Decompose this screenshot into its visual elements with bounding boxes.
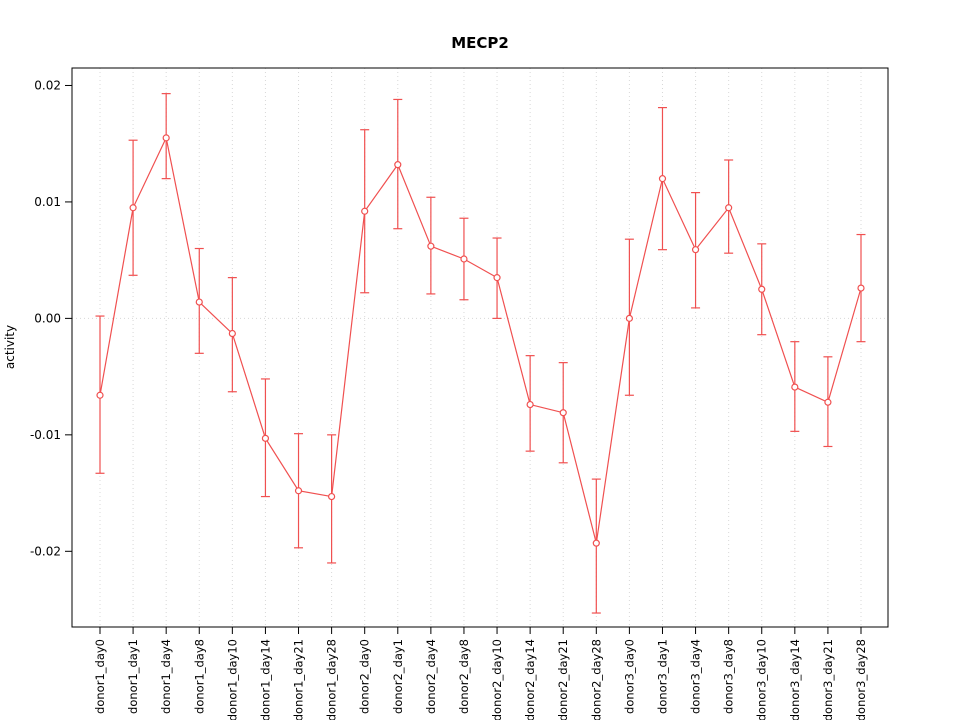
x-tick-label: donor3_day8: [722, 639, 736, 714]
data-point: [129, 204, 137, 212]
x-tick-label: donor3_day4: [689, 639, 703, 714]
data-point: [228, 329, 236, 338]
x-tick-label: donor2_day4: [424, 639, 438, 714]
x-tick-label: donor1_day14: [258, 639, 272, 720]
y-tick-label: 0.01: [34, 195, 61, 209]
x-tick-label: donor1_day21: [292, 639, 306, 720]
x-tick-label: donor3_day21: [821, 639, 835, 720]
x-tick-label: donor3_day1: [655, 639, 669, 714]
data-point: [691, 246, 700, 254]
y-tick-label: 0.00: [34, 311, 61, 325]
data-point: [294, 487, 303, 495]
data-point: [261, 434, 270, 442]
data-point: [493, 274, 501, 282]
data-point: [725, 204, 733, 212]
data-point: [791, 383, 799, 391]
data-point: [526, 400, 534, 409]
data-point: [394, 161, 402, 169]
x-tick-label: donor1_day28: [325, 639, 339, 720]
x-tick-label: donor2_day0: [358, 639, 372, 714]
data-point: [96, 391, 104, 399]
data-point: [857, 284, 865, 292]
x-tick-label: donor3_day10: [755, 639, 769, 720]
x-tick-label: donor1_day1: [126, 639, 140, 714]
data-point: [195, 298, 203, 306]
data-point: [592, 539, 600, 547]
data-point: [625, 314, 633, 322]
x-tick-label: donor2_day1: [391, 639, 405, 714]
x-tick-label: donor1_day0: [93, 639, 107, 714]
x-tick-label: donor3_day14: [788, 639, 802, 720]
x-tick-label: donor2_day21: [556, 639, 570, 720]
x-tick-label: donor2_day10: [490, 639, 504, 720]
data-point: [824, 398, 832, 406]
y-tick-label: -0.01: [30, 428, 61, 442]
x-tick-label: donor2_day14: [523, 639, 537, 720]
data-point: [328, 492, 336, 501]
data-point: [361, 207, 369, 215]
series-line: [99, 135, 862, 544]
chart-title: MECP2: [451, 34, 509, 52]
x-tick-label: donor3_day28: [854, 639, 868, 720]
x-tick-label: donor1_day8: [192, 639, 206, 714]
data-point: [559, 409, 567, 417]
data-point: [460, 255, 468, 263]
data-point: [758, 285, 766, 293]
x-tick-label: donor1_day10: [225, 639, 239, 720]
x-tick-label: donor1_day4: [159, 639, 173, 714]
x-tick-label: donor3_day0: [622, 639, 636, 714]
x-tick-label: donor2_day8: [457, 639, 471, 714]
data-point: [658, 175, 667, 183]
x-tick-label: donor2_day28: [589, 639, 603, 720]
plot-border: [71, 67, 889, 628]
data-point: [427, 242, 435, 250]
y-tick-label: 0.02: [34, 78, 61, 92]
data-point: [162, 134, 170, 142]
y-tick-label: -0.02: [30, 544, 61, 558]
